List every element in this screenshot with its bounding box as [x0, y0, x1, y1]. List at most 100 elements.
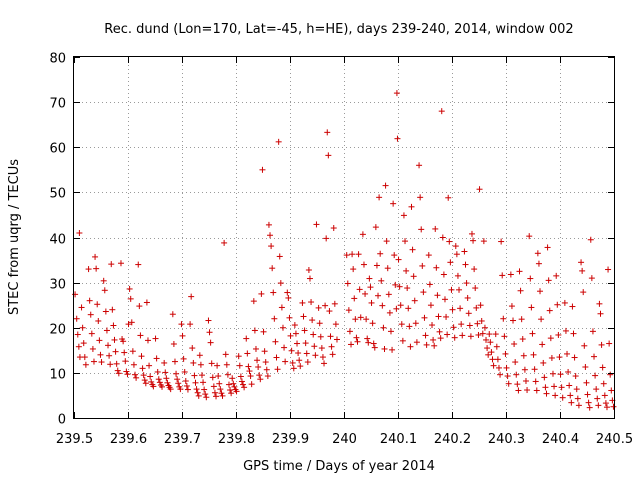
y-tick-label: 80 [49, 52, 66, 67]
data-point [551, 383, 558, 390]
data-point [225, 381, 232, 388]
data-point [243, 335, 250, 342]
x-tick-label: 240.4 [542, 432, 579, 447]
data-point [196, 352, 203, 359]
y-tick-label: 60 [49, 142, 66, 157]
x-tick-label: 240 [332, 432, 357, 447]
data-point [285, 294, 292, 301]
data-point [429, 322, 436, 329]
data-point [354, 338, 361, 345]
x-tick-label: 239.6 [110, 432, 147, 447]
data-point [150, 383, 157, 390]
y-tick-label: 30 [49, 278, 66, 293]
data-point [535, 260, 542, 267]
data-point [527, 275, 534, 282]
data-point [128, 319, 135, 326]
data-point [448, 286, 455, 293]
data-point [179, 332, 186, 339]
data-point [114, 367, 121, 374]
data-point [393, 90, 400, 97]
data-point [468, 230, 475, 237]
data-point [364, 335, 371, 342]
data-point [100, 277, 107, 284]
data-point [184, 386, 191, 393]
data-point [180, 355, 187, 362]
x-tick-label: 239.5 [56, 432, 93, 447]
data-point [92, 253, 99, 260]
data-point [282, 358, 289, 365]
data-point [391, 252, 398, 259]
data-point [255, 364, 262, 371]
data-point [292, 330, 299, 337]
data-point [273, 354, 280, 361]
data-point [500, 315, 507, 322]
data-point [512, 359, 519, 366]
data-point [416, 162, 423, 169]
data-point [451, 334, 458, 341]
data-point [489, 356, 496, 363]
data-point [441, 296, 448, 303]
data-point [278, 304, 285, 311]
data-point [420, 289, 427, 296]
data-point [103, 327, 110, 334]
data-point [98, 359, 105, 366]
data-point [139, 365, 146, 372]
data-point [304, 359, 311, 366]
data-point [159, 383, 166, 390]
data-point [203, 394, 210, 401]
data-point [316, 320, 323, 327]
data-point [317, 333, 324, 340]
data-point [481, 324, 488, 331]
data-point [602, 400, 609, 407]
data-point [476, 186, 483, 193]
data-point [350, 266, 357, 273]
data-point [230, 380, 237, 387]
data-point [303, 350, 310, 357]
data-point [188, 293, 195, 300]
data-point [328, 343, 335, 350]
chart-title: Rec. dund (Lon=170, Lat=-45, h=HE), days… [104, 22, 573, 37]
data-point [262, 359, 269, 366]
data-point [355, 251, 362, 258]
data-point [412, 320, 419, 327]
data-point [93, 265, 100, 272]
data-point [406, 323, 413, 330]
data-point [240, 381, 247, 388]
data-point [330, 225, 337, 232]
data-point [534, 250, 541, 257]
y-tick-label: 70 [49, 97, 66, 112]
data-point [306, 275, 313, 282]
y-tick-label: 20 [49, 323, 66, 338]
data-point [246, 368, 253, 375]
data-point [113, 360, 120, 367]
data-point [557, 371, 564, 378]
data-point [514, 381, 521, 388]
x-axis-label: GPS time / Days of year 2014 [243, 459, 435, 474]
data-point [156, 379, 163, 386]
data-point [395, 256, 402, 263]
data-point [97, 351, 104, 358]
data-point [322, 302, 329, 309]
data-point [89, 345, 96, 352]
data-point [432, 225, 439, 232]
data-point [308, 299, 315, 306]
data-point [279, 324, 286, 331]
data-point [478, 317, 485, 324]
data-point [311, 343, 318, 350]
x-axis-ticks: 239.5 239.6 239.7 239.8 239.9 240 240.1 240.2 24… [56, 57, 633, 447]
data-point [216, 380, 223, 387]
data-point [195, 392, 202, 399]
data-point [296, 357, 303, 364]
data-point [513, 371, 520, 378]
data-point [466, 322, 473, 329]
data-point [559, 394, 566, 401]
data-point [357, 314, 364, 321]
data-point [601, 392, 608, 399]
data-point [596, 300, 603, 307]
data-point [427, 302, 434, 309]
data-point [587, 236, 594, 243]
data-point [545, 277, 552, 284]
data-point [543, 390, 550, 397]
data-point [475, 331, 482, 338]
data-point [450, 324, 457, 331]
